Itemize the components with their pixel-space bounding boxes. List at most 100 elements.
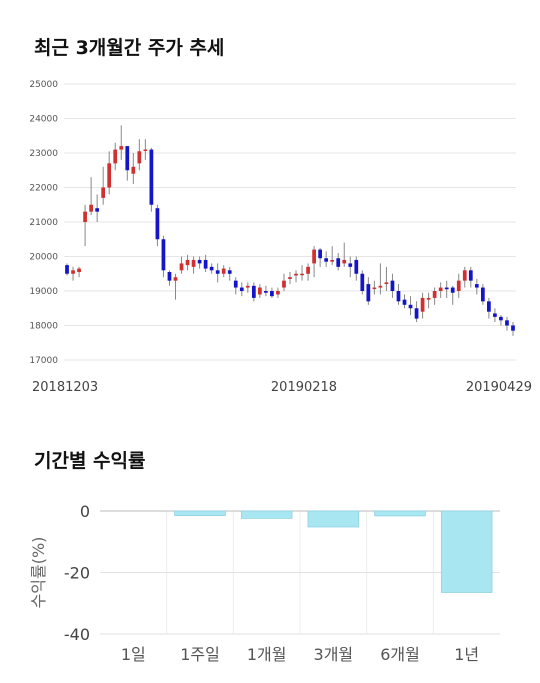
candle-body — [474, 284, 479, 288]
candle-body — [354, 259, 359, 274]
x-tick-label: 1주일 — [180, 645, 220, 664]
candle-body — [143, 149, 148, 152]
candle-body — [215, 270, 220, 274]
candle-body — [312, 249, 316, 264]
candle-body — [227, 270, 232, 274]
candle-body — [336, 258, 341, 267]
y-tick-label: 25000 — [29, 80, 58, 90]
candle-body — [444, 287, 449, 290]
candle-body — [239, 287, 244, 291]
candle-body — [300, 273, 304, 276]
candle-body — [257, 287, 262, 295]
candle-body — [245, 285, 250, 288]
y-tick-label: 0 — [80, 502, 90, 521]
returns-chart-title: 기간별 수익률 — [34, 450, 146, 472]
y-axis-label: 수익률(%) — [29, 537, 48, 609]
candle-body — [65, 265, 69, 274]
candle-body — [107, 163, 112, 188]
candle-body — [505, 320, 509, 326]
candle-body — [348, 263, 353, 267]
candle-body — [360, 273, 365, 291]
candle-body — [432, 291, 437, 298]
candle-body — [378, 285, 383, 288]
candle-body — [119, 146, 124, 150]
candle-body — [390, 280, 395, 291]
candle-body — [221, 268, 226, 274]
candle-body — [420, 297, 425, 312]
candle-body — [131, 166, 136, 174]
candle-body — [113, 149, 118, 164]
candle-body — [426, 297, 431, 300]
candle-body — [318, 249, 323, 259]
candle-body — [155, 208, 160, 240]
x-tick-label: 20190429 — [466, 380, 532, 395]
candle-body — [493, 313, 497, 317]
candle-body — [438, 287, 443, 291]
return-bar — [240, 510, 293, 519]
candle-body — [342, 259, 347, 264]
candlestick-chart: 17000 18000 19000 20000 21000 22000 23000 24000… — [29, 80, 532, 395]
x-tick-label: 1개월 — [247, 645, 287, 664]
candle-body — [173, 277, 178, 281]
candle-body — [408, 304, 413, 309]
candle-body — [125, 146, 130, 171]
candle-body — [89, 204, 93, 212]
x-tick-label: 1년 — [454, 645, 479, 664]
candle-body — [414, 308, 419, 319]
candle-body — [330, 259, 335, 262]
candle-body — [233, 280, 238, 288]
candle-body — [456, 280, 461, 291]
candle-body — [167, 272, 172, 281]
return-bar — [374, 510, 426, 517]
y-tick-label: 17000 — [29, 356, 58, 366]
candle-body — [251, 285, 256, 298]
y-tick-label: -20 — [64, 564, 90, 583]
candle-body — [366, 284, 371, 302]
candle-body — [77, 268, 81, 273]
candle-body — [372, 287, 377, 290]
x-tick-label: 6개월 — [380, 645, 420, 664]
candle-body — [276, 291, 280, 295]
candle-body — [487, 301, 491, 312]
y-tick-label: -40 — [64, 625, 90, 644]
x-tick-label: 3개월 — [314, 645, 354, 664]
y-tick-label: 18000 — [29, 322, 58, 332]
candle-body — [468, 270, 473, 281]
candle-body — [161, 239, 166, 271]
candle-body — [185, 259, 190, 266]
y-tick-label: 20000 — [29, 253, 58, 263]
candle-body — [95, 208, 100, 212]
candle-body — [264, 291, 268, 293]
y-tick-label: 21000 — [29, 218, 58, 228]
candle-body — [450, 287, 455, 293]
candle-body — [282, 280, 286, 288]
candle-body — [324, 258, 329, 262]
candle-body — [179, 263, 184, 271]
candle-body — [384, 282, 389, 285]
candle-body — [480, 287, 485, 302]
candle-body — [191, 259, 196, 267]
return-bar — [174, 510, 226, 517]
candle-body — [402, 299, 407, 305]
candle-body — [499, 316, 503, 321]
candle-body — [137, 151, 142, 164]
candle-body — [294, 273, 298, 276]
candle-body — [71, 270, 75, 274]
y-tick-label: 23000 — [29, 149, 58, 159]
candle-body — [83, 211, 87, 222]
x-tick-label: 1일 — [121, 645, 146, 664]
candle-body — [209, 266, 214, 271]
candle-body — [197, 259, 202, 264]
y-tick-label: 24000 — [29, 115, 58, 125]
candle-body — [203, 259, 208, 269]
candle-body — [288, 277, 292, 279]
candle-body — [462, 270, 467, 281]
return-bar — [307, 510, 360, 528]
return-bar — [440, 510, 493, 593]
x-tick-label: 20190218 — [271, 380, 337, 395]
candle-body — [101, 187, 106, 198]
candle-body — [149, 149, 154, 205]
y-tick-label: 22000 — [29, 184, 58, 194]
candle-body — [270, 291, 274, 297]
price-chart-title: 최근 3개월간 주가 추세 — [34, 37, 225, 59]
